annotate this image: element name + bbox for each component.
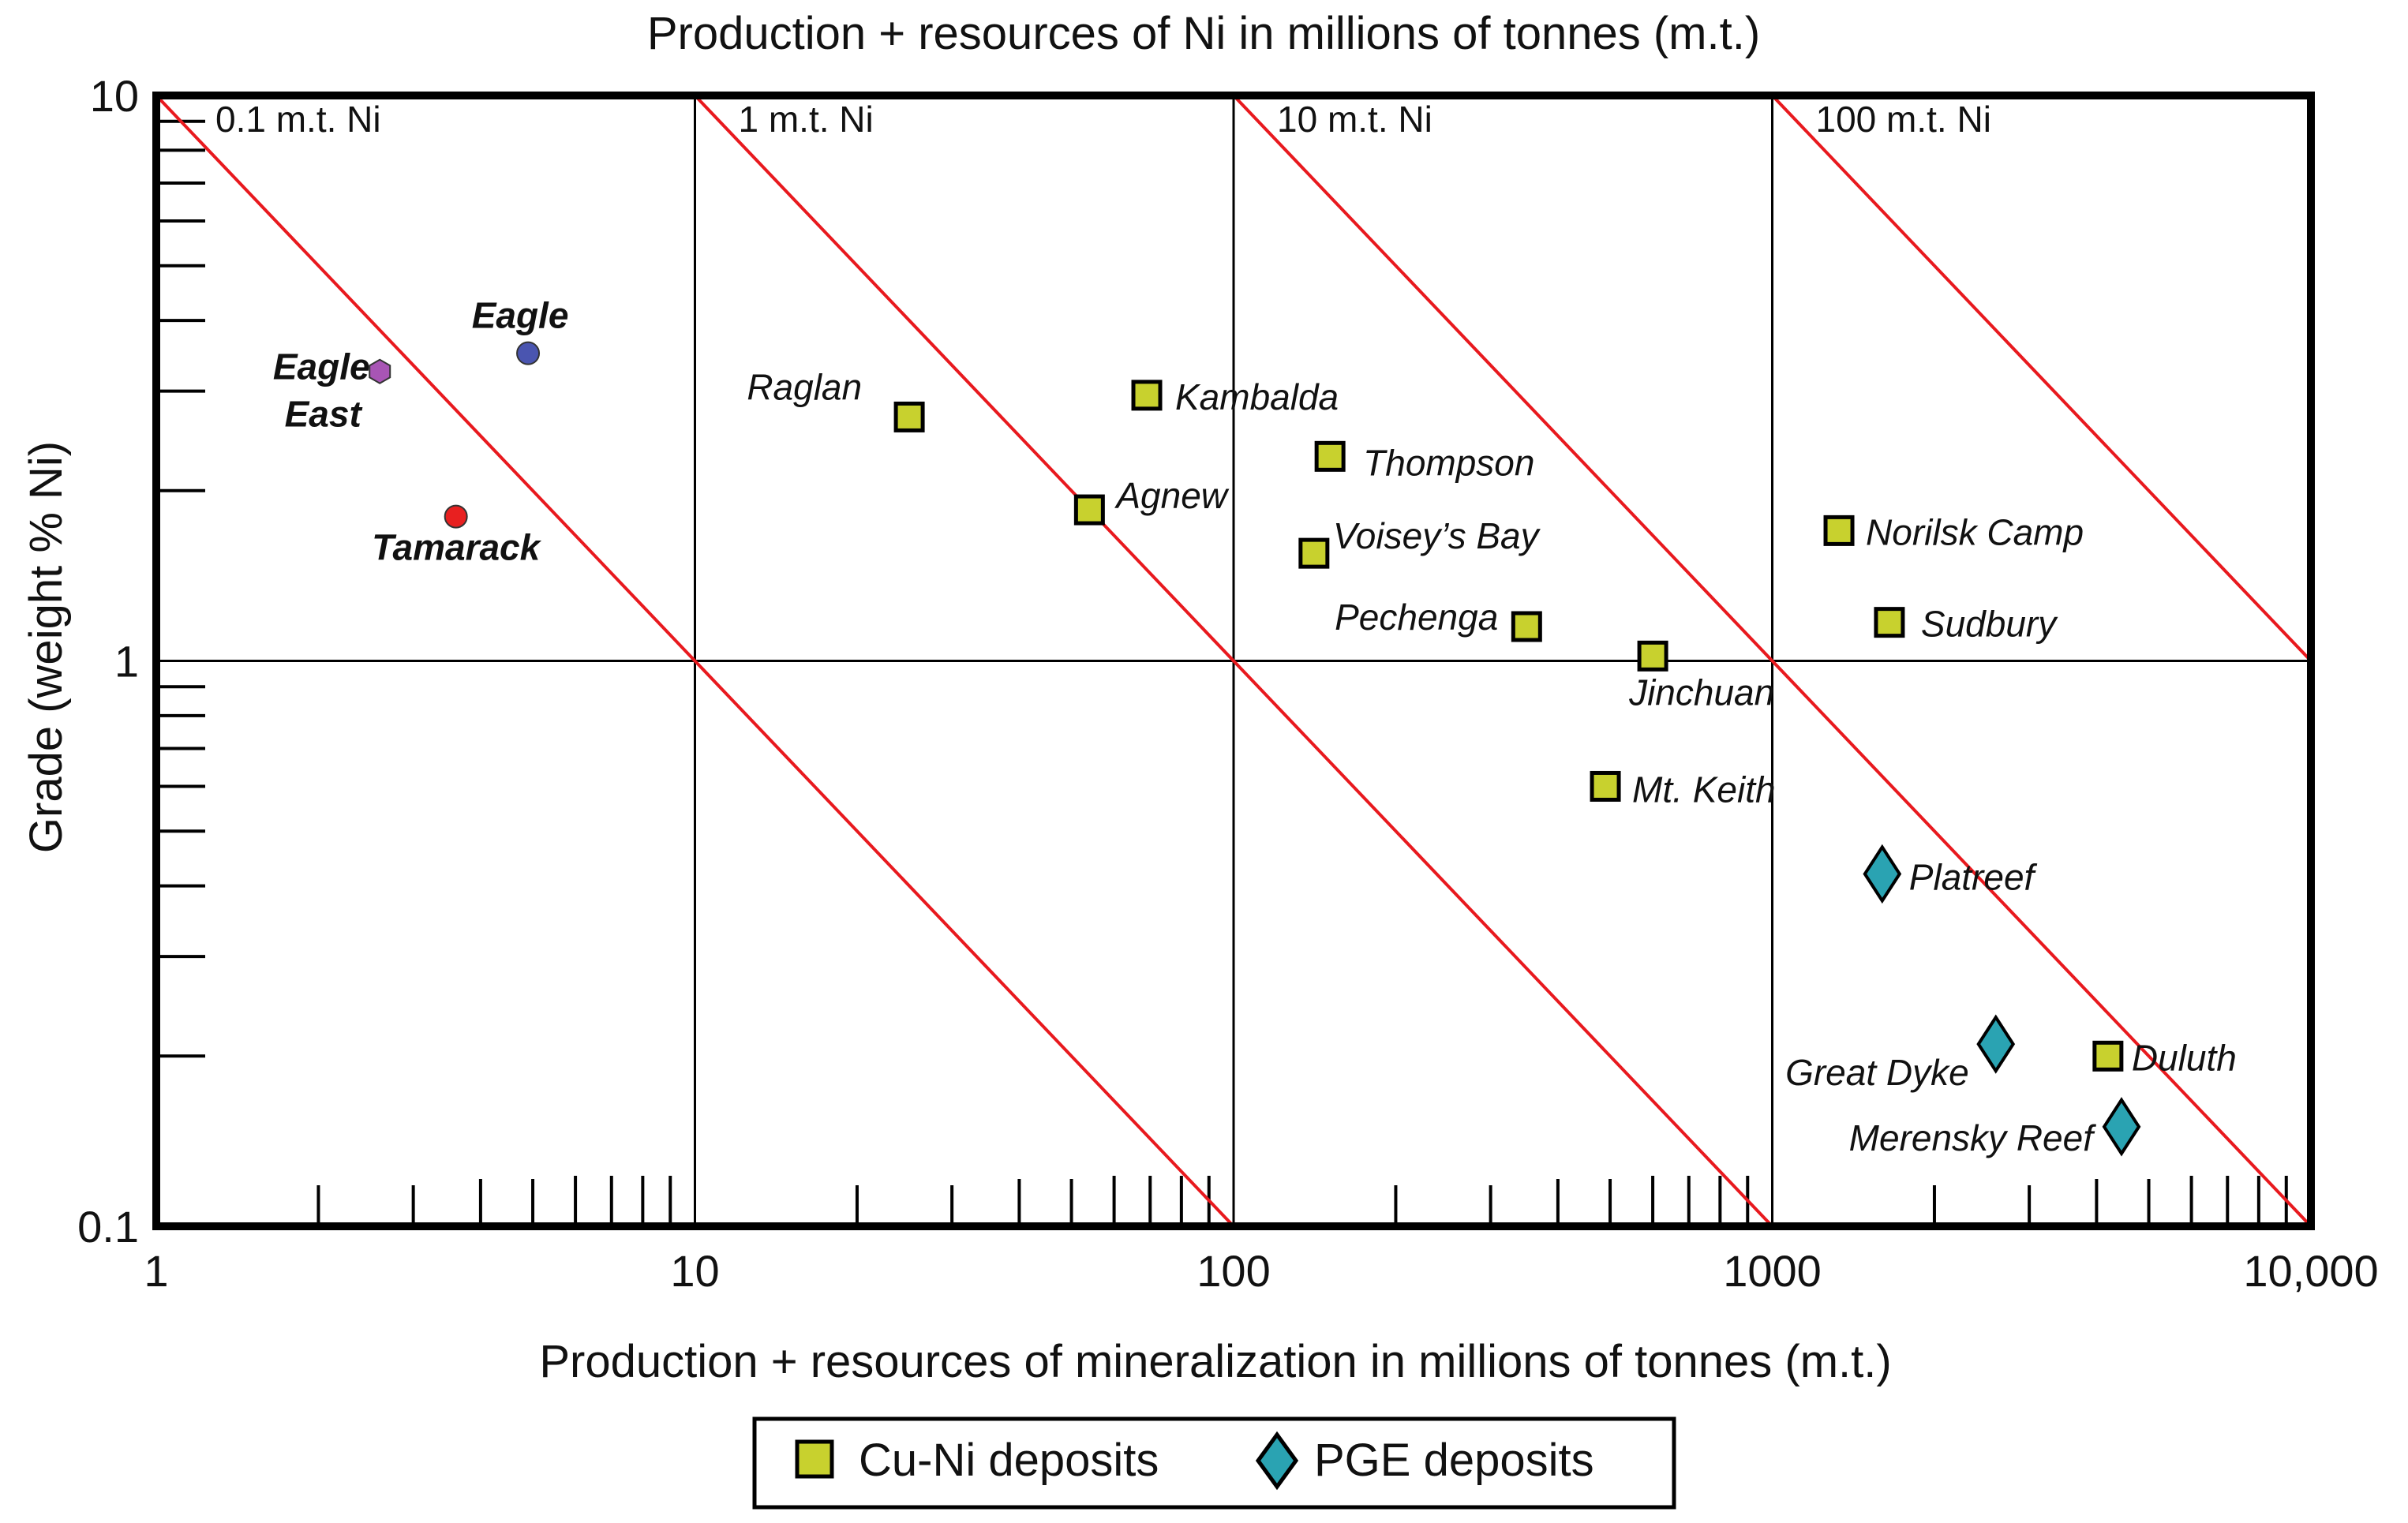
great-dyke-point: [1976, 1014, 2016, 1074]
duluth-label: Duluth: [2132, 1037, 2237, 1078]
eagle-label: Eagle: [472, 295, 569, 336]
legend-label-cu-ni: Cu-Ni deposits: [859, 1435, 1159, 1486]
agnew-label: Agnew: [1114, 475, 1229, 516]
eagle-east-label: Eagle East: [273, 346, 370, 435]
voisey-s-bay-label: Voisey’s Bay: [1333, 515, 1541, 556]
x-axis-label: Production + resources of mineralization…: [539, 1336, 1891, 1387]
point-labels: Raglan Kambalda Agnew Thompson Voisey’s Bay P…: [273, 295, 2237, 1158]
great-dyke-label: Great Dyke: [1785, 1052, 1969, 1093]
pechenga-label: Pechenga: [1335, 597, 1498, 638]
iso-lines: [155, 94, 2313, 1228]
kambalda-point: [1131, 380, 1163, 411]
mt-keith-label: Mt. Keith: [1632, 769, 1776, 810]
kambalda-label: Kambalda: [1175, 376, 1339, 417]
mt-keith-point: [1590, 770, 1621, 802]
pechenga-point: [1511, 611, 1542, 642]
legend-marker-cu-ni: [795, 1439, 834, 1479]
x-tick-labels: 1 10 100 1000 10,000: [144, 1246, 2378, 1296]
platreef-point: [1863, 844, 1902, 904]
jinchuan-point: [1637, 640, 1668, 672]
x-tick-label: 1000: [1723, 1246, 1822, 1296]
sudbury-label: Sudbury: [1921, 604, 2058, 645]
norilsk-camp-label: Norilsk Camp: [1866, 511, 2084, 552]
iso-line-2: [1232, 94, 2313, 1228]
iso-line-1: [694, 94, 1773, 1228]
x-tick-label: 10,000: [2243, 1246, 2378, 1296]
x-tick-label: 1: [144, 1246, 168, 1296]
iso-line-3: [1771, 94, 2313, 662]
voisey-s-bay-point: [1298, 537, 1330, 569]
merensky-reef-label: Merensky Reef: [1849, 1117, 2097, 1158]
platreef-label: Platreef: [1909, 856, 2038, 897]
tamarack-point: [444, 504, 468, 529]
label-line: East: [285, 394, 363, 435]
eagle-point: [516, 341, 541, 365]
thompson-label: Thompson: [1363, 442, 1534, 483]
raglan-point: [893, 401, 925, 432]
merensky-reef-point: [2102, 1097, 2141, 1157]
iso-line-label: 0.1 m.t. Ni: [215, 99, 381, 140]
legend-marker-pge: [1255, 1431, 1299, 1491]
jinchuan-label: Jinchuan: [1628, 672, 1774, 713]
y-tick-labels: 0.1 1 10: [77, 71, 139, 1252]
data-points: [369, 341, 2141, 1157]
iso-line-labels: 0.1 m.t. Ni 1 m.t. Ni 10 m.t. Ni 100 m.t. N…: [215, 99, 1991, 140]
iso-line-label: 10 m.t. Ni: [1277, 99, 1432, 140]
agnew-point: [1073, 494, 1105, 526]
y-tick-label: 0.1: [77, 1202, 139, 1252]
label-line: Eagle: [273, 346, 370, 387]
plot-frame: [152, 92, 2315, 1230]
eagle-east-point: [369, 358, 391, 384]
legend: Cu-Ni deposits PGE deposits: [752, 1416, 1676, 1510]
legend-box: [752, 1416, 1676, 1510]
iso-line-0: [155, 94, 1235, 1228]
minor-ticks: [156, 119, 2288, 1226]
chart-title: Production + resources of Ni in millions…: [647, 8, 1760, 59]
iso-line-label: 100 m.t. Ni: [1816, 99, 1991, 140]
y-tick-label: 10: [90, 71, 139, 121]
x-tick-label: 100: [1197, 1246, 1270, 1296]
tamarack-label: Tamarack: [372, 527, 542, 568]
x-tick-label: 10: [670, 1246, 719, 1296]
norilsk-camp-point: [1823, 515, 1855, 546]
y-axis-label: Grade (weight % Ni): [21, 441, 72, 853]
duluth-point: [2092, 1040, 2124, 1072]
y-tick-label: 1: [114, 637, 139, 687]
thompson-point: [1314, 440, 1346, 472]
raglan-label: Raglan: [747, 366, 862, 407]
legend-label-pge: PGE deposits: [1314, 1435, 1594, 1486]
sudbury-point: [1874, 607, 1905, 638]
iso-line-label: 1 m.t. Ni: [739, 99, 874, 140]
